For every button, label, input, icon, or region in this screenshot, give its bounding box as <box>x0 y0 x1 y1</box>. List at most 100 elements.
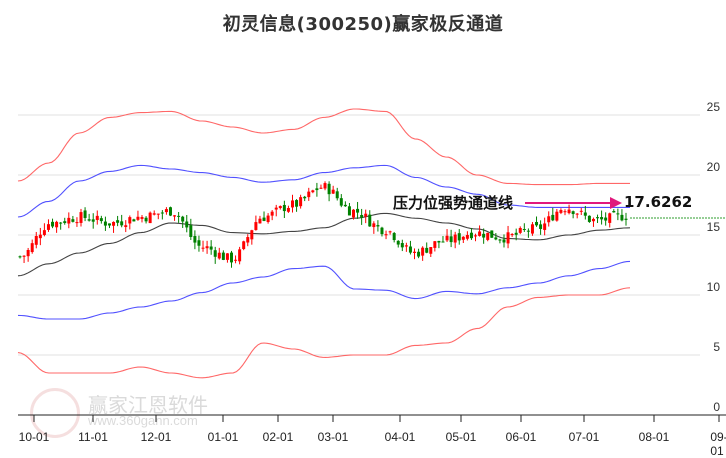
candle-down <box>185 221 189 228</box>
x-tick-label: 07-01 <box>568 430 600 444</box>
candle-down <box>360 214 364 218</box>
candle-up <box>453 234 457 243</box>
candle-down <box>339 198 343 206</box>
candle-up <box>148 212 152 224</box>
candle-up <box>46 224 50 230</box>
candle-up <box>591 218 595 222</box>
candle-up <box>543 223 547 230</box>
candle-down <box>189 225 193 237</box>
candle-up <box>173 215 177 217</box>
candle-up <box>364 213 368 217</box>
candle-down <box>91 219 95 222</box>
candle-down <box>396 240 400 245</box>
candle-up <box>270 211 274 216</box>
upper-outer-band <box>17 108 630 186</box>
candle-down <box>600 217 604 220</box>
candle-down <box>514 232 518 235</box>
candle-up <box>506 232 510 244</box>
candle-down <box>490 230 494 238</box>
candle-up <box>445 235 449 241</box>
candle-up <box>563 211 567 213</box>
candle-down <box>482 233 486 238</box>
candle-up <box>217 252 221 259</box>
candle-down <box>103 221 107 226</box>
candle-up <box>242 241 246 250</box>
candle-down <box>347 206 351 216</box>
x-tick-label: 09-01 <box>710 430 726 458</box>
candle-up <box>140 217 144 219</box>
x-tick-label: 03-01 <box>317 430 349 444</box>
candle-up <box>486 232 490 240</box>
candle-up <box>164 209 168 213</box>
candle-down <box>168 207 172 216</box>
candle-up <box>246 237 250 243</box>
x-tick-label: 04-01 <box>384 430 416 444</box>
resistance-value-label: 17.6262 <box>624 193 693 211</box>
candle-up <box>156 213 160 215</box>
candle-down <box>327 183 331 195</box>
candle-up <box>421 247 425 256</box>
candle-up <box>372 223 376 228</box>
candle-up <box>201 247 205 249</box>
candle-down <box>587 215 591 222</box>
candle-up <box>299 197 303 207</box>
candle-up <box>404 245 408 247</box>
candle-down <box>193 236 197 243</box>
candle-up <box>307 191 311 198</box>
y-tick-label: 5 <box>713 340 720 354</box>
candle-down <box>282 204 286 212</box>
candle-up <box>34 235 38 245</box>
arrow-head-icon <box>610 197 622 209</box>
candle-down <box>624 218 628 220</box>
candle-down <box>498 239 502 241</box>
candle-up <box>128 217 132 224</box>
candle-up <box>254 222 258 230</box>
candle-up <box>124 225 128 228</box>
candle-up <box>79 212 83 223</box>
candle-down <box>59 222 63 224</box>
candle-down <box>18 256 22 258</box>
candle-up <box>38 234 42 239</box>
watermark-logo-icon <box>30 388 80 438</box>
candle-up <box>518 228 522 233</box>
candle-down <box>612 210 616 213</box>
candle-up <box>238 249 242 262</box>
candle-down <box>408 246 412 253</box>
candle-down <box>449 236 453 243</box>
candle-up <box>319 187 323 189</box>
candle-down <box>99 218 103 222</box>
candle-up <box>608 213 612 223</box>
candle-down <box>616 213 620 215</box>
x-tick-label: 02-01 <box>262 430 294 444</box>
candle-up <box>30 243 34 253</box>
x-tick-label: 08-01 <box>638 430 670 444</box>
candle-up <box>352 209 356 218</box>
candle-up <box>323 183 327 189</box>
candle-down <box>596 217 600 219</box>
chart-title: 初灵信息(300250)赢家极反通道 <box>222 14 504 35</box>
lower-inner-band <box>17 260 631 320</box>
upper-inner-band <box>17 164 630 218</box>
candle-up <box>136 216 140 220</box>
candle-up <box>22 255 26 257</box>
candle-down <box>551 214 555 221</box>
candle-up <box>331 189 335 194</box>
x-tick-label: 10-01 <box>18 430 50 444</box>
candle-down <box>63 221 67 224</box>
candle-down <box>376 225 380 227</box>
candle-up <box>26 250 30 257</box>
candle-down <box>604 217 608 221</box>
candle-down <box>392 233 396 241</box>
x-tick-label: 05-01 <box>445 430 477 444</box>
candle-down <box>177 215 181 217</box>
candle-up <box>311 190 315 193</box>
candle-down <box>213 250 217 257</box>
candle-up <box>474 235 478 237</box>
y-tick-label: 20 <box>706 160 720 174</box>
candle-up <box>567 209 571 214</box>
candle-down <box>494 237 498 240</box>
x-tick-label: 12-01 <box>140 430 172 444</box>
candle-down <box>535 221 539 226</box>
candle-down <box>539 224 543 229</box>
